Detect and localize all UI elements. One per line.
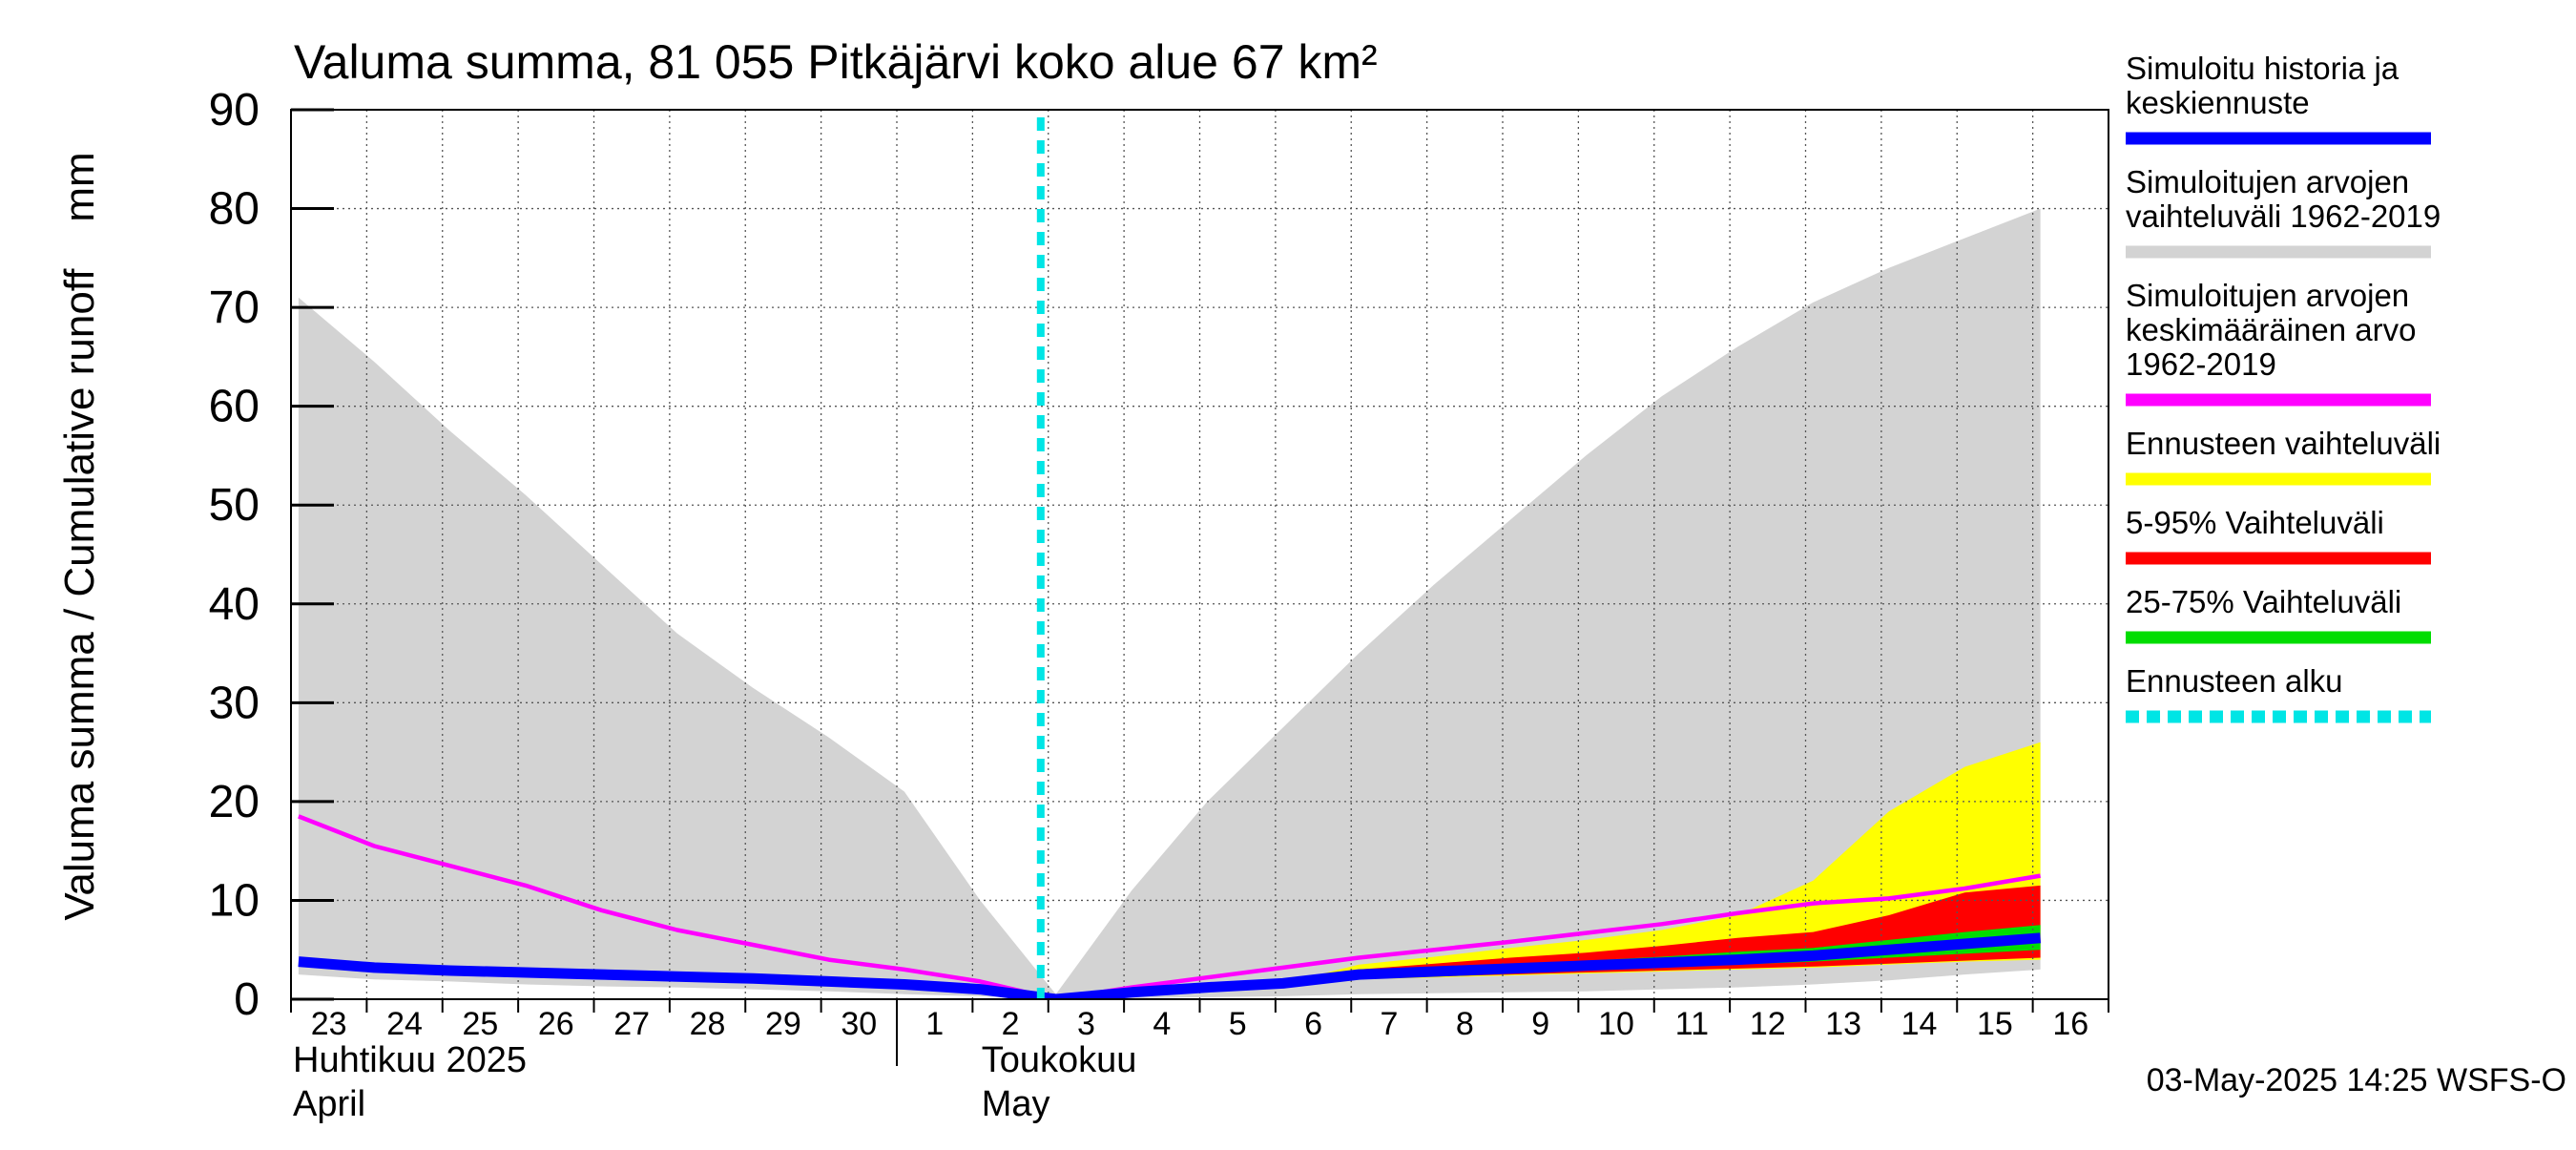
x-tick-label-10: 10 [1598,1006,1634,1042]
x-tick-label-27: 27 [613,1006,650,1042]
legend-label-simuloitujen-arvojen-vaihteluv-li-1962-2019-line2: vaihteluväli 1962-2019 [2126,199,2441,234]
x-tick-label-7: 7 [1380,1006,1398,1042]
line-simuloitujen-arvojen-keskim-r-inen-arvo-1962-2019 [298,814,2041,999]
x-tick-label-29: 29 [765,1006,801,1042]
x-tick-label-23: 23 [311,1006,347,1042]
x-tick-label-25: 25 [463,1006,499,1042]
series-lines [298,117,2042,999]
legend-label-simuloitujen-arvojen-vaihteluv-li-1962-2019: Simuloitujen arvojen [2126,164,2409,199]
y-tick-label-40: 40 [209,579,260,630]
legend-label-ennusteen-vaihteluv-li: Ennusteen vaihteluväli [2126,426,2441,461]
x-tick-label-6: 6 [1304,1006,1322,1042]
legend-label-simuloitujen-arvojen-keskim-r-inen-arvo-1962-2019-line2: keskimääräinen arvo [2126,312,2416,347]
legend-label-simuloitujen-arvojen-keskim-r-inen-arvo-1962-2019: Simuloitujen arvojen [2126,278,2409,313]
y-tick-label-20: 20 [209,777,260,827]
y-tick-label-30: 30 [209,678,260,728]
x-tick-label-8: 8 [1456,1006,1474,1042]
footer-timestamp: 03-May-2025 14:25 WSFS-O [2147,1062,2566,1098]
legend-label-simuloitujen-arvojen-keskim-r-inen-arvo-1962-2019-line3: 1962-2019 [2126,346,2276,382]
month-label-en-2: May [982,1084,1050,1124]
x-tick-label-28: 28 [690,1006,726,1042]
legend-label-25-75-vaihteluv-li: 25-75% Vaihteluväli [2126,584,2401,619]
x-tick-label-3: 3 [1077,1006,1095,1042]
chart-title: Valuma summa, 81 055 Pitkäjärvi koko alu… [294,35,1378,89]
legend-label-ennusteen-alku: Ennusteen alku [2126,663,2343,699]
y-tick-label-0: 0 [234,974,260,1025]
legend-label-simuloitu-historia-ja-keskiennuste: Simuloitu historia ja [2126,51,2399,86]
line-simuloitu-historia-ja-keskiennuste [298,932,2042,999]
y-axis: 0 10 20 30 40 50 60 70 80 90 [209,85,334,1025]
x-tick-label-12: 12 [1750,1006,1786,1042]
x-tick-label-9: 9 [1531,1006,1549,1042]
month-label-2: Toukokuu [982,1040,1137,1080]
y-axis-label: Valuma summa / Cumulative runoff mm [56,152,103,920]
x-tick-label-2: 2 [1002,1006,1020,1042]
x-tick-label-13: 13 [1825,1006,1861,1042]
x-tick-label-26: 26 [538,1006,574,1042]
band-5-95-vaihteluv-li [1055,885,2041,999]
x-tick-label-11: 11 [1675,1006,1709,1042]
x-tick-label-5: 5 [1229,1006,1247,1042]
x-tick-label-14: 14 [1901,1006,1938,1042]
legend-label-5-95-vaihteluv-li: 5-95% Vaihteluväli [2126,505,2384,540]
band-simuloitujen-arvojen-vaihteluv-li-1962-2019 [298,208,2041,999]
x-tick-label-4: 4 [1153,1006,1171,1042]
y-tick-label-80: 80 [209,184,260,235]
x-tick-label-24: 24 [386,1006,423,1042]
y-tick-label-10: 10 [209,875,260,926]
x-tick-label-1: 1 [925,1006,944,1042]
y-tick-label-70: 70 [209,282,260,333]
x-tick-label-15: 15 [1977,1006,2013,1042]
x-tick-label-30: 30 [841,1006,877,1042]
y-tick-label-50: 50 [209,480,260,531]
month-label-1: Huhtikuu 2025 [293,1040,527,1080]
legend-label-simuloitu-historia-ja-keskiennuste-line2: keskiennuste [2126,85,2310,120]
y-tick-label-90: 90 [209,85,260,136]
x-tick-label-16: 16 [2052,1006,2088,1042]
plot-data-layer [298,208,2041,999]
y-tick-label-60: 60 [209,382,260,432]
month-label-en-1: April [293,1084,365,1124]
x-axis: 23 24 25 26 27 28 29 30 1 2 3 4 5 6 7 8 9 10 11 12 13 14 15 16H… [290,999,2109,1124]
